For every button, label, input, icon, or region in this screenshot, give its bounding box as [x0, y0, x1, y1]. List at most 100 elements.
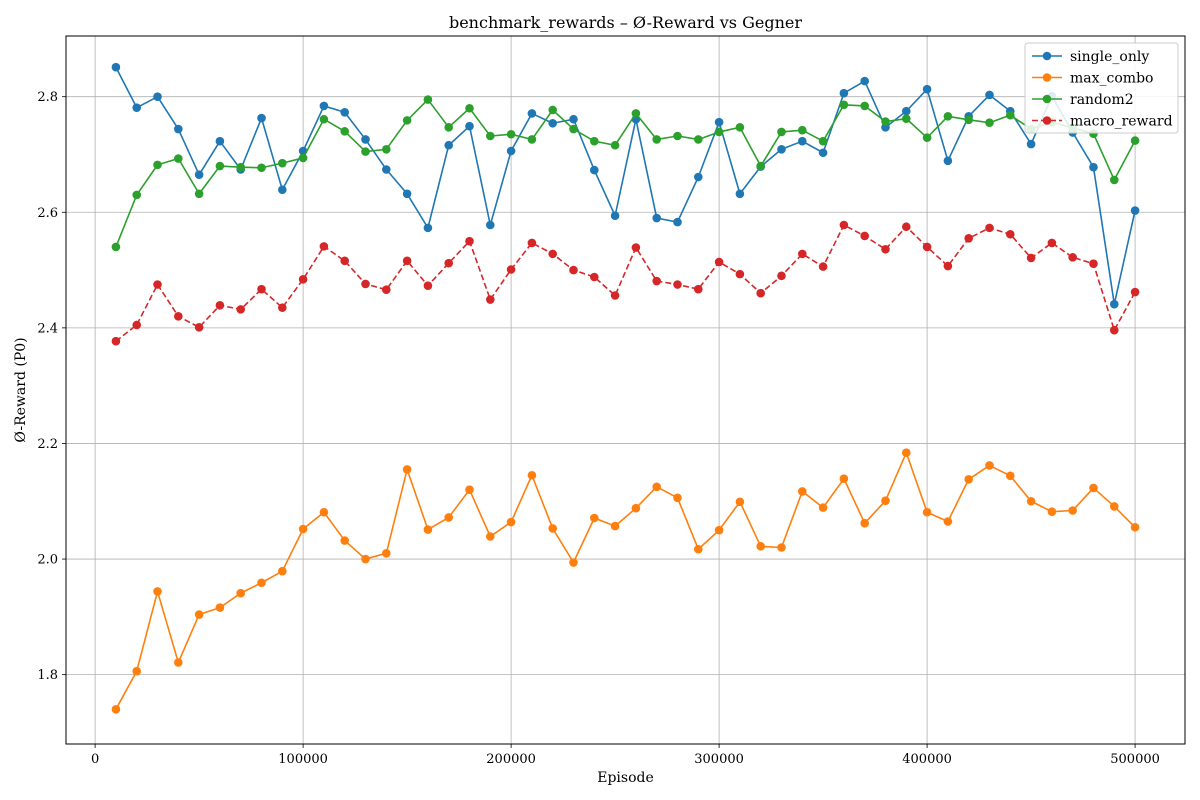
data-point-max_combo	[236, 588, 246, 598]
chart-title: benchmark_rewards – Ø-Reward vs Gegner	[449, 13, 802, 32]
data-point-random2	[257, 163, 266, 173]
y-tick-label: 2.0	[37, 553, 58, 568]
data-point-random2	[402, 116, 412, 125]
y-tick-label: 2.2	[37, 437, 58, 452]
data-point-macro_reward	[527, 238, 537, 248]
x-axis-ticks: 0 100000 200000 300000 400000 500000	[91, 744, 1160, 767]
data-point-single_only	[527, 109, 537, 118]
data-point-single_only	[340, 107, 350, 117]
data-point-random2	[964, 115, 973, 125]
data-point-macro_reward	[382, 285, 391, 295]
data-point-random2	[236, 162, 246, 172]
data-point-single_only	[1130, 206, 1140, 215]
legend-marker-single_only	[1042, 51, 1052, 61]
data-point-max_combo	[361, 554, 370, 564]
y-axis-ticks: 1.8 2.0 2.2 2.4 2.6 2.8	[37, 90, 66, 683]
data-point-max_combo	[194, 610, 204, 619]
y-axis-label: Ø-Reward (P0)	[13, 337, 29, 442]
series-single_only	[111, 62, 1140, 309]
data-point-random2	[548, 105, 557, 115]
data-point-max_combo	[569, 558, 578, 567]
data-point-macro_reward	[444, 258, 454, 268]
data-point-max_combo	[797, 487, 807, 496]
data-point-max_combo	[735, 497, 745, 507]
legend-entry-max_combo: max_combo	[1032, 71, 1153, 87]
data-point-max_combo	[1026, 496, 1036, 506]
data-point-macro_reward	[569, 265, 578, 275]
data-point-single_only	[610, 211, 620, 221]
data-point-max_combo	[174, 658, 183, 667]
data-point-max_combo	[548, 524, 557, 533]
data-point-max_combo	[777, 543, 786, 552]
data-point-macro_reward	[943, 261, 953, 271]
data-point-random2	[527, 135, 537, 144]
data-point-max_combo	[278, 566, 287, 576]
data-point-macro_reward	[1089, 259, 1098, 269]
y-tick-label: 2.8	[37, 90, 58, 105]
data-point-macro_reward	[215, 301, 225, 310]
data-point-max_combo	[486, 532, 495, 541]
data-point-macro_reward	[818, 262, 828, 271]
data-point-single_only	[901, 106, 911, 116]
data-point-single_only	[194, 170, 204, 180]
data-point-random2	[673, 131, 682, 141]
legend-label-random2: random2	[1070, 92, 1134, 108]
data-point-macro_reward	[236, 305, 246, 314]
data-point-random2	[194, 189, 204, 199]
series-line-single_only	[115, 66, 1136, 305]
data-point-random2	[361, 147, 370, 156]
data-point-max_combo	[402, 465, 412, 474]
data-point-macro_reward	[839, 220, 849, 230]
series-line-macro_reward	[115, 224, 1136, 342]
data-point-max_combo	[1130, 522, 1140, 532]
legend-label-max_combo: max_combo	[1070, 71, 1153, 87]
data-point-random2	[901, 114, 911, 123]
data-point-macro_reward	[922, 242, 932, 252]
data-point-macro_reward	[132, 320, 142, 330]
data-point-single_only	[735, 189, 745, 199]
data-point-max_combo	[922, 507, 932, 517]
data-point-single_only	[319, 101, 329, 111]
data-point-macro_reward	[548, 249, 557, 259]
data-point-single_only	[215, 136, 225, 146]
x-axis-label: Episode	[597, 770, 654, 786]
data-point-max_combo	[943, 517, 953, 526]
data-point-max_combo	[319, 507, 329, 517]
data-point-macro_reward	[340, 256, 350, 266]
data-point-single_only	[444, 140, 454, 150]
data-point-max_combo	[298, 524, 308, 534]
data-point-max_combo	[340, 536, 350, 545]
data-point-single_only	[673, 217, 682, 227]
data-point-macro_reward	[174, 312, 183, 321]
data-point-random2	[278, 158, 287, 168]
data-point-macro_reward	[881, 244, 890, 254]
data-point-random2	[590, 136, 599, 146]
data-point-random2	[610, 140, 620, 150]
data-point-macro_reward	[465, 236, 474, 246]
data-point-single_only	[153, 92, 162, 101]
data-point-random2	[423, 95, 433, 104]
data-point-random2	[943, 112, 953, 121]
plot-frame	[65, 35, 1186, 745]
data-point-max_combo	[527, 470, 537, 480]
data-point-random2	[735, 123, 745, 132]
data-point-max_combo	[257, 578, 266, 588]
data-point-macro_reward	[1005, 229, 1015, 239]
data-point-random2	[860, 101, 869, 111]
data-point-max_combo	[964, 474, 973, 484]
data-point-single_only	[714, 117, 724, 127]
data-point-max_combo	[132, 666, 142, 676]
data-point-random2	[153, 160, 162, 170]
data-point-macro_reward	[797, 249, 807, 259]
data-point-random2	[1130, 136, 1140, 145]
data-point-single_only	[132, 103, 142, 112]
legend: single_only max_combo random2 macro_reward	[1024, 42, 1179, 134]
data-point-max_combo	[839, 474, 849, 484]
data-point-random2	[340, 127, 350, 136]
data-point-random2	[756, 161, 765, 171]
data-point-macro_reward	[194, 322, 204, 332]
data-point-macro_reward	[964, 233, 973, 243]
data-point-max_combo	[153, 587, 162, 596]
data-point-random2	[506, 129, 516, 139]
x-tick-label: 0	[91, 752, 99, 767]
